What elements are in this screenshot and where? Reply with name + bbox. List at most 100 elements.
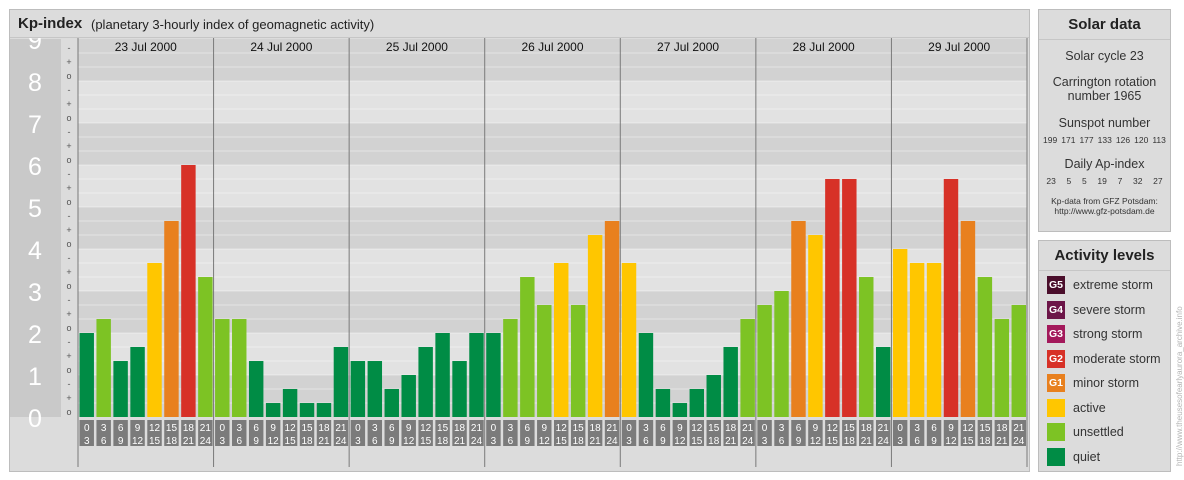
- level-quiet: quiet: [1039, 445, 1170, 470]
- hour-start-label: 12: [556, 423, 568, 434]
- hour-end-label: 12: [268, 436, 280, 447]
- y-minor-tick: +: [66, 141, 71, 151]
- level-label: active: [1073, 400, 1106, 415]
- chart-header: Kp-index (planetary 3-hourly index of ge…: [10, 10, 1029, 38]
- hour-start-label: 9: [135, 423, 141, 434]
- hour-label-box: [435, 420, 450, 446]
- hour-label-box: [892, 420, 908, 446]
- hour-end-label: 24: [471, 436, 483, 447]
- hour-label-box: [299, 420, 315, 446]
- kp-bar: [299, 403, 315, 417]
- kp-bar: [248, 361, 264, 417]
- kp-bar: [554, 262, 569, 417]
- hour-start-label: 18: [454, 423, 466, 434]
- hour-end-label: 21: [861, 436, 873, 447]
- data-credit: Kp-data from GFZ Potsdam:: [1051, 196, 1158, 206]
- kp-bar: [706, 375, 721, 417]
- hour-start-label: 0: [84, 423, 90, 434]
- y-minor-tick: o: [66, 113, 71, 123]
- hour-start-label: 12: [691, 423, 703, 434]
- kp-bar: [587, 235, 603, 417]
- ap-value: 27: [1153, 176, 1163, 186]
- kp-bar: [164, 220, 179, 417]
- y-tick-label: 6: [28, 153, 42, 181]
- kp-bar: [723, 346, 738, 417]
- hour-start-label: 21: [742, 423, 754, 434]
- hour-start-label: 15: [573, 423, 585, 434]
- hour-start-label: 0: [762, 423, 768, 434]
- hour-label-box: [604, 420, 620, 446]
- kp-bar: [757, 304, 772, 417]
- kp-bar: [825, 178, 840, 417]
- ap-value: 32: [1133, 176, 1143, 186]
- activity-levels-list: G5 extreme storm G4 severe storm G3 stro…: [1039, 271, 1170, 469]
- hour-end-label: 6: [508, 436, 514, 447]
- hour-end-label: 9: [389, 436, 395, 447]
- level-label: minor storm: [1073, 376, 1139, 391]
- hour-label-box: [859, 420, 874, 446]
- sunspot-title: Sunspot number: [1058, 116, 1151, 130]
- hour-start-label: 6: [525, 423, 531, 434]
- kp-bar: [672, 403, 688, 417]
- y-band: [78, 249, 1027, 291]
- hour-start-label: 6: [389, 423, 395, 434]
- hour-start-label: 21: [1013, 423, 1025, 434]
- hour-label-box: [774, 420, 789, 446]
- kp-chart-panel: Kp-index (planetary 3-hourly index of ge…: [9, 9, 1030, 472]
- kp-bar: [808, 235, 823, 417]
- chart-subtitle: (planetary 3-hourly index of geomagnetic…: [91, 17, 375, 32]
- kp-bar: [655, 388, 671, 417]
- hour-end-label: 9: [796, 436, 802, 447]
- hour-label-box: [994, 420, 1010, 446]
- level-swatch: G4: [1047, 300, 1065, 319]
- hour-end-label: 18: [166, 436, 178, 447]
- hour-end-label: 15: [285, 436, 297, 447]
- kp-bar: [316, 403, 332, 417]
- y-minor-tick: o: [66, 155, 71, 165]
- hour-label-box: [587, 420, 603, 446]
- y-tick-label: 7: [28, 111, 42, 139]
- kp-bar: [113, 361, 128, 417]
- hour-label-box: [791, 420, 806, 446]
- hour-start-label: 9: [813, 423, 819, 434]
- hour-end-label: 12: [132, 436, 144, 447]
- y-minor-tick: +: [66, 309, 71, 319]
- kp-bar: [435, 333, 450, 417]
- sunspot-value: 171: [1061, 135, 1076, 145]
- data-credit-url[interactable]: http://www.gfz-potsdam.de: [1054, 206, 1155, 216]
- hour-end-label: 12: [403, 436, 415, 447]
- hour-start-label: 9: [406, 423, 412, 434]
- kp-bar: [181, 165, 196, 417]
- kp-bar: [621, 262, 637, 417]
- hour-label-box: [537, 420, 552, 446]
- hour-end-label: 12: [945, 436, 957, 447]
- y-band: [78, 123, 1027, 165]
- day-label: 29 Jul 2000: [928, 40, 990, 54]
- hour-start-label: 21: [335, 423, 347, 434]
- solar-data-heading: Solar data: [1039, 10, 1170, 40]
- level-label: moderate storm: [1073, 351, 1161, 366]
- hour-end-label: 21: [996, 436, 1008, 447]
- hour-end-label: 9: [525, 436, 531, 447]
- hour-label-box: [842, 420, 857, 446]
- carrington-number: number 1965: [1067, 89, 1142, 103]
- hour-end-label: 21: [590, 436, 602, 447]
- level-swatch: [1047, 398, 1065, 417]
- activity-levels-heading: Activity levels: [1039, 241, 1170, 271]
- kp-bar: [909, 262, 925, 417]
- hour-label-box: [452, 420, 467, 446]
- ap-value: 5: [1066, 176, 1072, 186]
- y-minor-tick: +: [66, 267, 71, 277]
- hour-start-label: 0: [897, 423, 903, 434]
- level-swatch: G1: [1047, 374, 1065, 393]
- hour-label-box: [655, 420, 671, 446]
- hour-label-box: [808, 420, 823, 446]
- kp-bar: [740, 319, 755, 417]
- kp-bar: [265, 403, 281, 417]
- level-label: strong storm: [1073, 327, 1143, 342]
- y-minor-tick: -: [68, 337, 71, 347]
- y-minor-tick: -: [68, 295, 71, 305]
- hour-start-label: 3: [372, 423, 378, 434]
- hour-start-label: 9: [948, 423, 954, 434]
- hour-start-label: 0: [220, 423, 226, 434]
